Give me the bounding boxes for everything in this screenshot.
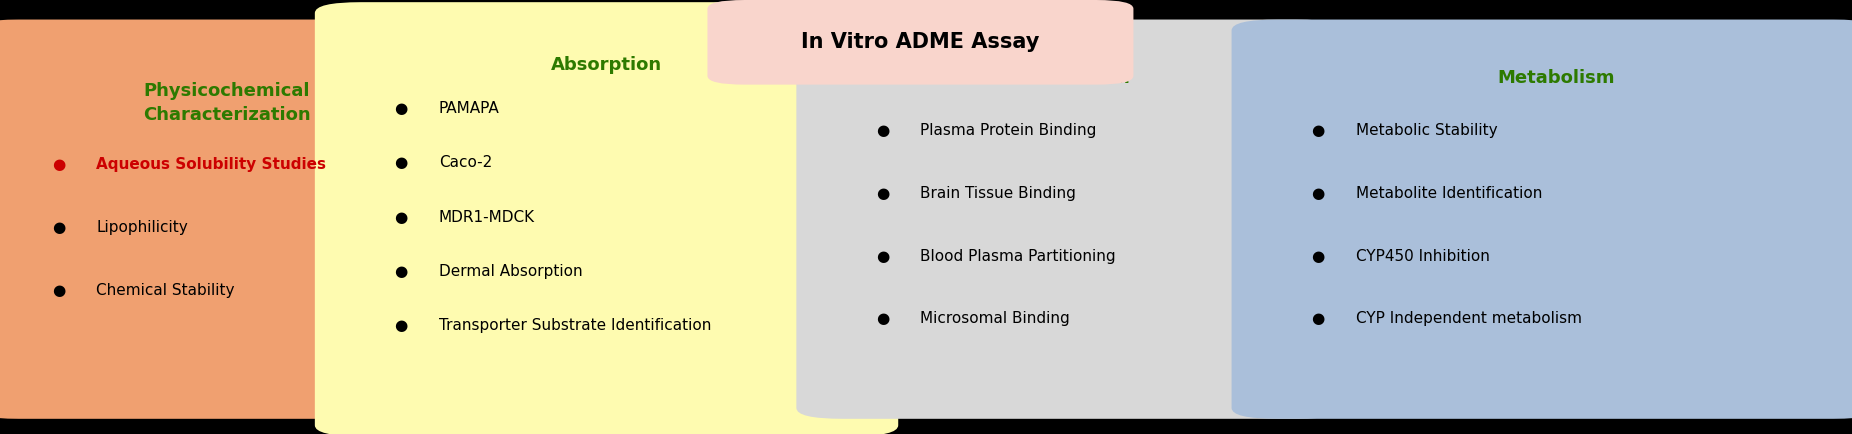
Text: In Vitro ADME Assay: In Vitro ADME Assay xyxy=(802,32,1039,53)
Text: ●: ● xyxy=(394,101,407,116)
Text: MDR1-MDCK: MDR1-MDCK xyxy=(439,210,535,224)
Text: ●: ● xyxy=(52,220,65,235)
Text: Blood Plasma Partitioning: Blood Plasma Partitioning xyxy=(920,249,1117,263)
Text: Distribution: Distribution xyxy=(1009,69,1130,87)
Text: Caco-2: Caco-2 xyxy=(439,155,493,170)
Text: ●: ● xyxy=(876,249,889,263)
Text: Absorption: Absorption xyxy=(550,56,663,74)
Text: ●: ● xyxy=(52,283,65,298)
Text: Transporter Substrate Identification: Transporter Substrate Identification xyxy=(439,318,711,333)
Text: ●: ● xyxy=(394,318,407,333)
Text: Brain Tissue Binding: Brain Tissue Binding xyxy=(920,186,1076,201)
Text: ●: ● xyxy=(876,123,889,138)
FancyBboxPatch shape xyxy=(315,2,898,434)
Text: Microsomal Binding: Microsomal Binding xyxy=(920,312,1070,326)
Text: Aqueous Solubility Studies: Aqueous Solubility Studies xyxy=(96,158,326,172)
Text: Lipophilicity: Lipophilicity xyxy=(96,220,189,235)
Text: Plasma Protein Binding: Plasma Protein Binding xyxy=(920,123,1096,138)
Text: ●: ● xyxy=(1311,123,1324,138)
Text: Dermal Absorption: Dermal Absorption xyxy=(439,264,583,279)
Text: ●: ● xyxy=(394,210,407,224)
Text: ●: ● xyxy=(1311,312,1324,326)
Text: ●: ● xyxy=(1311,249,1324,263)
Text: CYP Independent metabolism: CYP Independent metabolism xyxy=(1356,312,1582,326)
Text: Metabolite Identification: Metabolite Identification xyxy=(1356,186,1543,201)
FancyBboxPatch shape xyxy=(0,20,482,419)
Text: ●: ● xyxy=(876,186,889,201)
Text: ●: ● xyxy=(876,312,889,326)
FancyBboxPatch shape xyxy=(707,0,1133,85)
Text: ●: ● xyxy=(52,158,65,172)
Text: ●: ● xyxy=(394,264,407,279)
Text: CYP450 Inhibition: CYP450 Inhibition xyxy=(1356,249,1489,263)
FancyBboxPatch shape xyxy=(1232,20,1852,419)
Text: ●: ● xyxy=(1311,186,1324,201)
FancyBboxPatch shape xyxy=(796,20,1343,419)
Text: Physicochemical
Characterization: Physicochemical Characterization xyxy=(143,82,311,124)
Text: Metabolic Stability: Metabolic Stability xyxy=(1356,123,1496,138)
Text: PAMAPA: PAMAPA xyxy=(439,101,500,116)
Text: Chemical Stability: Chemical Stability xyxy=(96,283,235,298)
Text: ●: ● xyxy=(394,155,407,170)
Text: Metabolism: Metabolism xyxy=(1496,69,1615,87)
